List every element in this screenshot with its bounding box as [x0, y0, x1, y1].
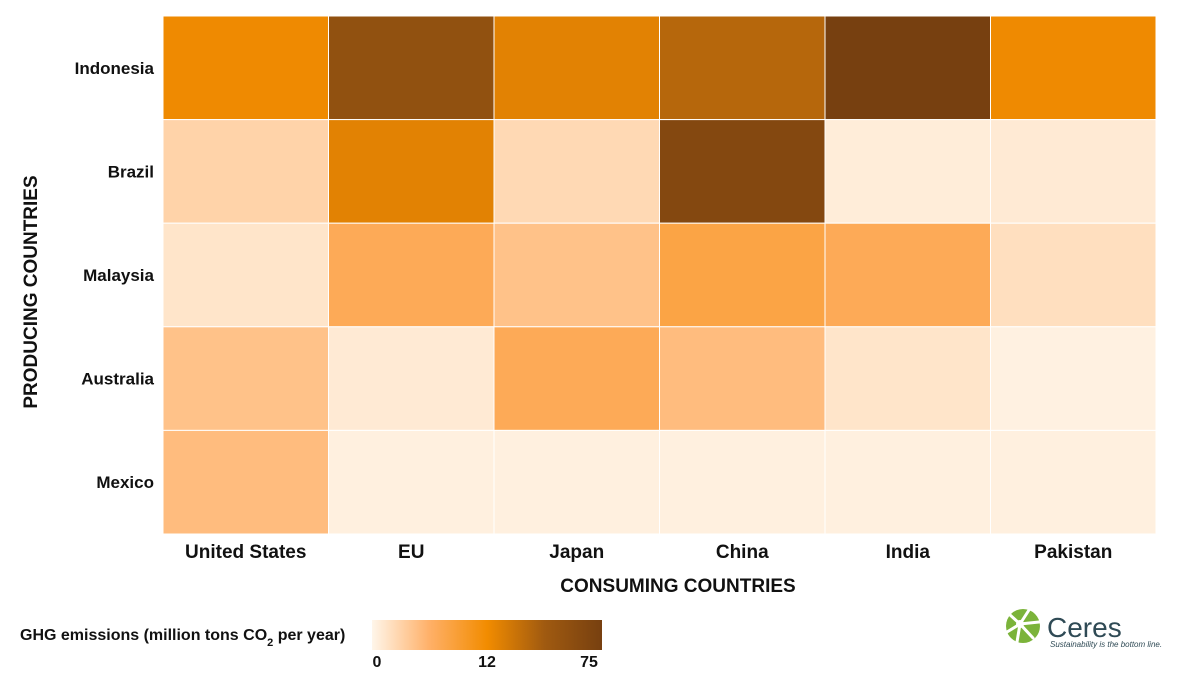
row-label: Brazil — [108, 162, 154, 181]
heatmap-cell — [162, 222, 329, 328]
heatmap-cell — [493, 429, 660, 535]
heatmap-cell — [659, 222, 826, 328]
colorbar-tick-label: 75 — [580, 654, 598, 671]
heatmap-cell — [824, 15, 991, 121]
ceres-logo — [1005, 608, 1041, 644]
heatmap-cell — [824, 429, 991, 535]
heatmap-cell — [990, 429, 1157, 535]
column-label: Japan — [549, 542, 604, 563]
heatmap-cell — [659, 429, 826, 535]
heatmap-cell — [493, 222, 660, 328]
colorbar-legend: GHG emissions (million tons CO2 per year… — [20, 620, 602, 671]
column-labels: United States EU Japan China India Pakistan — [185, 542, 1112, 563]
heatmap-cell — [659, 15, 826, 121]
colorbar-ticks: 0 12 75 — [373, 654, 598, 671]
column-label: United States — [185, 542, 306, 563]
heatmap-cell — [659, 326, 826, 431]
heatmap-cell — [328, 222, 495, 328]
x-axis-title: CONSUMING COUNTRIES — [560, 576, 795, 597]
heatmap-cells — [162, 15, 1157, 535]
heatmap-cell — [824, 326, 991, 431]
colorbar-tick-label: 0 — [373, 654, 382, 671]
row-labels: Indonesia Brazil Malaysia Australia Mexico — [75, 59, 155, 492]
heatmap-cell — [328, 429, 495, 535]
column-label: Pakistan — [1034, 542, 1112, 563]
heatmap-cell — [493, 119, 660, 224]
heatmap-cell — [824, 222, 991, 328]
colorbar-title-subscript: 2 — [267, 637, 273, 649]
heatmap-cell — [990, 222, 1157, 328]
heatmap-cell — [162, 15, 329, 121]
column-label: China — [716, 542, 769, 563]
heatmap-cell — [328, 326, 495, 431]
colorbar-title: GHG emissions (million tons CO2 per year… — [20, 627, 345, 649]
heatmap-cell — [162, 429, 329, 535]
row-label: Australia — [81, 370, 154, 389]
heatmap-cell — [162, 326, 329, 431]
column-label: India — [886, 542, 931, 563]
row-label: Malaysia — [83, 266, 154, 285]
ceres-brand-name: Ceres — [1047, 612, 1122, 643]
heatmap-cell — [493, 326, 660, 431]
colorbar-bar — [372, 620, 602, 650]
colorbar-title-suffix: per year) — [273, 627, 345, 644]
heatmap-cell — [659, 119, 826, 224]
heatmap-cell — [824, 119, 991, 224]
heatmap-cell — [990, 15, 1157, 121]
y-axis-title: PRODUCING COUNTRIES — [21, 175, 42, 408]
column-label: EU — [398, 542, 424, 563]
heatmap-cell — [328, 15, 495, 121]
colorbar-tick-label: 12 — [478, 654, 496, 671]
heatmap-cell — [162, 119, 329, 224]
row-label: Indonesia — [75, 59, 155, 78]
heatmap-cell — [990, 119, 1157, 224]
heatmap-cell — [328, 119, 495, 224]
ceres-logo-center — [1016, 620, 1024, 628]
heatmap-cell — [493, 15, 660, 121]
ceres-logo-rays — [1005, 608, 1041, 644]
row-label: Mexico — [96, 473, 154, 492]
heatmap-cell — [990, 326, 1157, 431]
ceres-brand-tagline: Sustainability is the bottom line. — [1050, 640, 1162, 649]
colorbar-title-main: GHG emissions (million tons CO — [20, 627, 267, 644]
